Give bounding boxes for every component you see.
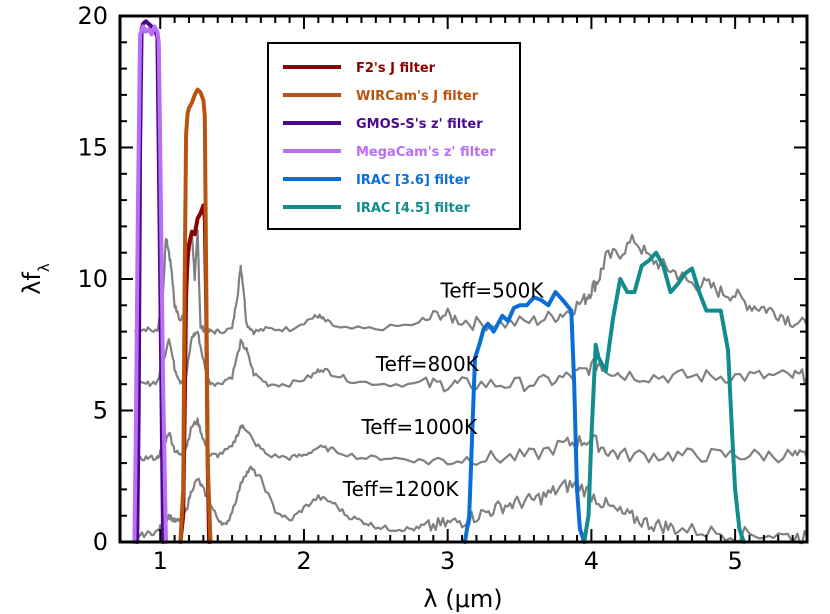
temperature-annotations: Teff=500K Teff=800K Teff=1000K Teff=1200K <box>342 278 545 501</box>
legend-label: F2's J filter <box>356 61 436 76</box>
x-tick-label: 3 <box>440 547 455 575</box>
legend: F2's J filter WIRCam's J filter GMOS-S's z… <box>267 42 521 230</box>
legend-label: IRAC [3.6] filter <box>356 173 471 188</box>
legend-box <box>267 42 521 230</box>
filter-curve-wircam-s-j-filter <box>178 87 213 544</box>
filter-curve-megacam-s-z-filter <box>132 24 168 544</box>
filter-curves-layer <box>132 19 746 544</box>
legend-label: WIRCam's J filter <box>356 89 479 104</box>
y-tick-label: 10 <box>77 265 108 293</box>
temperature-label: Teff=1200K <box>342 477 460 501</box>
filter-curve-irac-3-6-filter <box>462 290 587 544</box>
plot-frame <box>118 14 809 544</box>
filter-curve-irac-4-5-filter <box>582 250 746 544</box>
legend-label: MegaCam's z' filter <box>356 145 496 160</box>
y-axis-title: λfλ <box>18 263 53 295</box>
y-tick-label: 15 <box>77 134 108 162</box>
legend-label: GMOS-S's z' filter <box>356 117 483 132</box>
x-tick-label: 4 <box>584 547 599 575</box>
temperature-label: Teff=500K <box>440 278 545 302</box>
spectrum-teff-1200k <box>134 465 809 545</box>
temperature-label: Teff=800K <box>375 352 480 376</box>
y-tick-label: 20 <box>77 2 108 30</box>
legend-label: IRAC [4.5] filter <box>356 201 471 216</box>
temperature-label: Teff=1000K <box>360 415 478 439</box>
y-tick-label: 0 <box>93 528 108 556</box>
x-axis-title: λ (μm) <box>423 585 502 613</box>
y-tick-label: 5 <box>93 397 108 425</box>
x-tick-label: 2 <box>296 547 311 575</box>
x-tick-label: 1 <box>153 547 168 575</box>
x-tick-label: 5 <box>727 547 742 575</box>
